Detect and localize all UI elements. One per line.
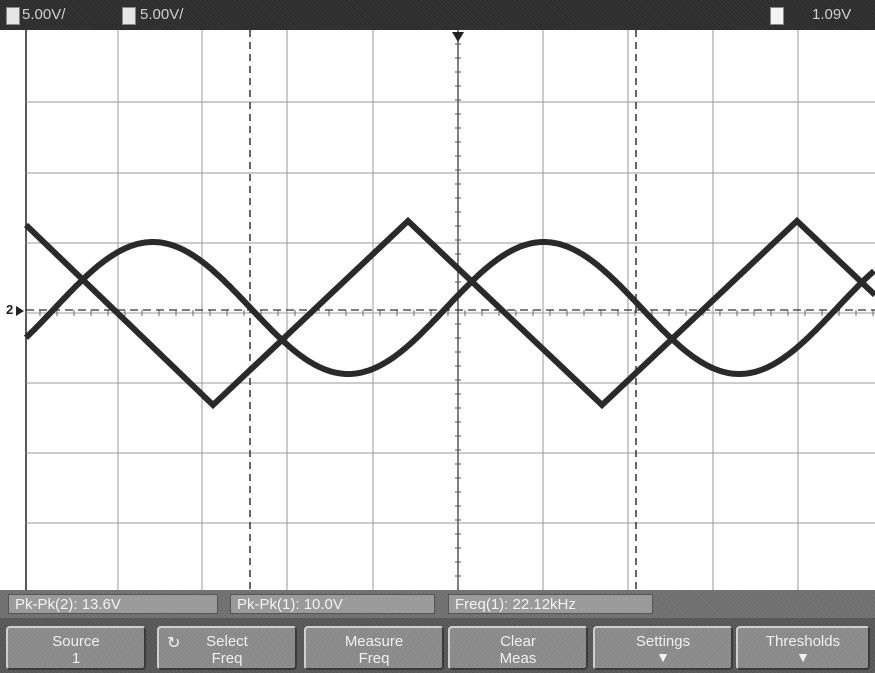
softkey-label: Source — [52, 633, 100, 650]
status-bar: 5.00V/ 5.00V/ 1.09V — [0, 0, 875, 30]
source-softkey[interactable]: Source 1 — [6, 626, 146, 670]
measurement-bar: Pk-Pk(2): 13.6V Pk-Pk(1): 10.0V Freq(1):… — [0, 590, 875, 618]
ground-level-arrow — [16, 306, 24, 316]
channel-2-indicator[interactable] — [122, 7, 136, 25]
thresholds-softkey[interactable]: Thresholds ▼ — [736, 626, 870, 670]
waveform-traces — [23, 216, 875, 410]
settings-softkey[interactable]: Settings ▼ — [593, 626, 733, 670]
softkey-label: Clear — [500, 633, 536, 650]
measurement-value: 13.6V — [81, 596, 121, 613]
channel-1-triangle-trace — [23, 216, 875, 410]
channel-2-scale: 5.00V/ — [140, 6, 184, 23]
channel-1-scale: 5.00V/ — [22, 6, 66, 23]
measurement-label: Pk-Pk(1): — [237, 596, 300, 613]
softkey-value: Freq — [211, 650, 243, 667]
measurement-cursors — [26, 30, 875, 590]
waveform-display: 2 — [0, 30, 875, 590]
measurement-value: 10.0V — [303, 596, 343, 613]
waveform-graticule — [16, 30, 875, 590]
softkey-bar: Source 1 ↻ Select Freq Measure Freq Clea… — [0, 618, 875, 673]
measurement-label: Freq(1): — [455, 596, 509, 613]
down-arrow-icon: ▼ — [796, 649, 810, 665]
measurement-pk-pk-ch1: Pk-Pk(1): 10.0V — [230, 594, 435, 614]
measurement-pk-pk-ch2: Pk-Pk(2): 13.6V — [8, 594, 218, 614]
measure-freq-softkey[interactable]: Measure Freq — [304, 626, 444, 670]
measurement-label: Pk-Pk(2): — [15, 596, 78, 613]
softkey-label: Settings — [635, 633, 691, 650]
channel-1-indicator[interactable] — [6, 7, 20, 25]
screen-markers — [16, 32, 464, 316]
softkey-label: Measure — [344, 633, 404, 650]
rotary-knob-icon: ↻ — [167, 635, 181, 652]
softkey-value: Freq — [358, 650, 390, 667]
softkey-value: Meas — [499, 650, 537, 667]
clear-meas-softkey[interactable]: Clear Meas — [448, 626, 588, 670]
softkey-label: Thresholds — [765, 633, 841, 650]
measurement-freq-ch1: Freq(1): 22.12kHz — [448, 594, 653, 614]
channel-2-ground-marker: 2 — [6, 302, 14, 317]
trigger-source-indicator[interactable] — [770, 7, 784, 25]
trigger-position-marker — [452, 32, 464, 42]
trigger-level-readout: 1.09V — [812, 6, 852, 23]
softkey-label: Select — [206, 633, 248, 650]
select-freq-softkey[interactable]: ↻ Select Freq — [157, 626, 297, 670]
softkey-value: 1 — [71, 650, 81, 667]
measurement-value: 22.12kHz — [512, 596, 576, 613]
channel-2-sine-trace — [23, 239, 875, 377]
down-arrow-icon: ▼ — [656, 649, 670, 665]
